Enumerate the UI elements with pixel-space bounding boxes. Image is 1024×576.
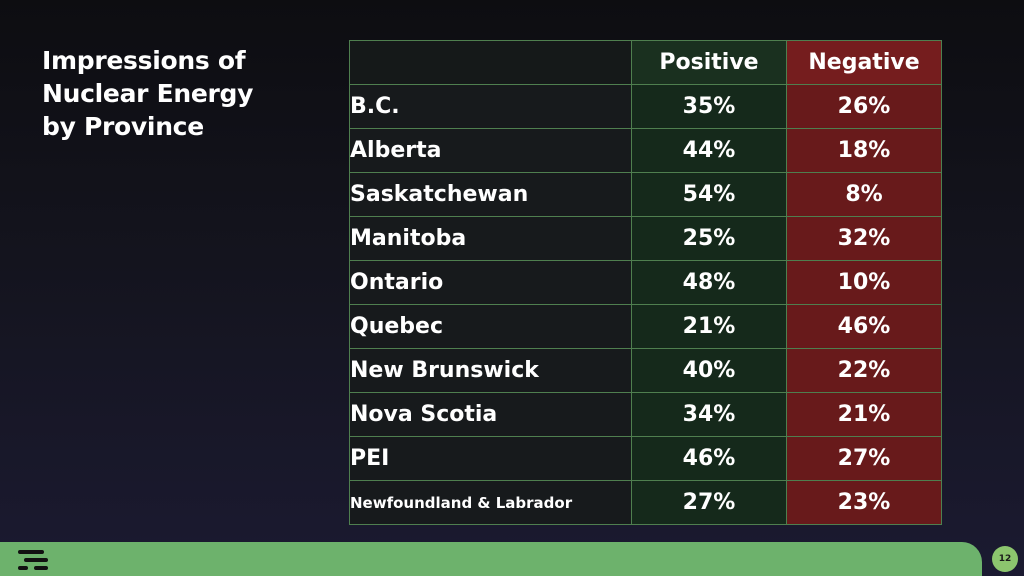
positive-value: 44%	[631, 128, 787, 173]
title-line-3: by Province	[42, 112, 204, 141]
positive-value: 40%	[631, 348, 787, 393]
table-row: Newfoundland & Labrador 27% 23%	[349, 480, 942, 525]
page-number-badge: 12	[992, 546, 1018, 572]
table-row: PEI 46% 27%	[349, 436, 942, 481]
province-label: B.C.	[349, 84, 632, 129]
positive-value: 34%	[631, 392, 787, 437]
province-label: Alberta	[349, 128, 632, 173]
header-corner-cell	[349, 40, 632, 85]
table-row: Saskatchewan 54% 8%	[349, 172, 942, 217]
header-positive: Positive	[631, 40, 787, 85]
negative-value: 27%	[786, 436, 942, 481]
negative-value: 10%	[786, 260, 942, 305]
positive-value: 21%	[631, 304, 787, 349]
negative-value: 23%	[786, 480, 942, 525]
positive-value: 25%	[631, 216, 787, 261]
province-label: Quebec	[349, 304, 632, 349]
table-row: Alberta 44% 18%	[349, 128, 942, 173]
table-row: Quebec 21% 46%	[349, 304, 942, 349]
title-line-2: Nuclear Energy	[42, 79, 254, 108]
title-line-1: Impressions of	[42, 46, 246, 75]
header-negative: Negative	[786, 40, 942, 85]
header-row: Positive Negative	[349, 40, 942, 85]
table-row: Nova Scotia 34% 21%	[349, 392, 942, 437]
slide-title: Impressions of Nuclear Energy by Provinc…	[42, 44, 322, 143]
negative-value: 26%	[786, 84, 942, 129]
footer-bar	[0, 542, 982, 576]
table-row: New Brunswick 40% 22%	[349, 348, 942, 393]
table-row: Manitoba 25% 32%	[349, 216, 942, 261]
province-label: Nova Scotia	[349, 392, 632, 437]
province-label: Manitoba	[349, 216, 632, 261]
negative-value: 46%	[786, 304, 942, 349]
province-label: Newfoundland & Labrador	[349, 480, 632, 525]
negative-value: 8%	[786, 172, 942, 217]
province-label: New Brunswick	[349, 348, 632, 393]
positive-value: 54%	[631, 172, 787, 217]
brand-lines-icon	[14, 550, 54, 570]
negative-value: 32%	[786, 216, 942, 261]
positive-value: 48%	[631, 260, 787, 305]
province-impressions-table: Positive Negative B.C. 35% 26% Alberta 44% 18…	[349, 40, 942, 525]
positive-value: 46%	[631, 436, 787, 481]
negative-value: 22%	[786, 348, 942, 393]
province-label: Ontario	[349, 260, 632, 305]
negative-value: 18%	[786, 128, 942, 173]
positive-value: 35%	[631, 84, 787, 129]
province-label: PEI	[349, 436, 632, 481]
table-row: Ontario 48% 10%	[349, 260, 942, 305]
table-row: B.C. 35% 26%	[349, 84, 942, 129]
province-label: Saskatchewan	[349, 172, 632, 217]
negative-value: 21%	[786, 392, 942, 437]
positive-value: 27%	[631, 480, 787, 525]
